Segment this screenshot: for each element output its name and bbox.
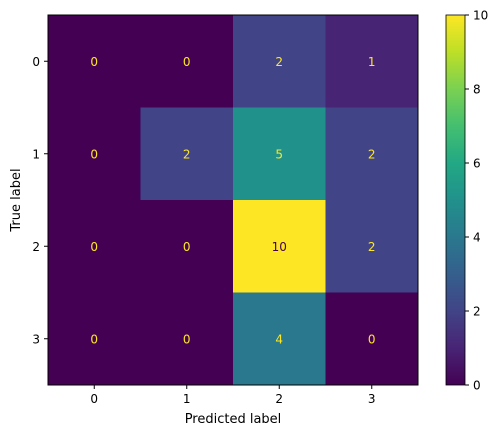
colorbar-tick-label: 2 — [473, 305, 481, 319]
heatmap-cell — [48, 15, 141, 108]
cell-value-label: 5 — [275, 147, 283, 161]
colorbar — [445, 14, 466, 386]
heatmap-cell — [325, 200, 419, 293]
cell-value-label: 2 — [368, 240, 376, 254]
heatmap-cell — [233, 292, 326, 386]
cell-value-label: 2 — [275, 55, 283, 69]
heatmap-cell — [325, 15, 419, 108]
heatmap-cell — [325, 292, 419, 386]
cell-value-label: 0 — [183, 55, 191, 69]
cell-value-label: 1 — [368, 55, 376, 69]
colorbar-ticks: 0 2 4 6 8 10 — [465, 9, 488, 393]
cell-value-label: 0 — [90, 55, 98, 69]
y-axis-label: True label — [9, 168, 24, 232]
heatmap-cell — [233, 200, 326, 293]
heatmap-cell — [140, 292, 234, 386]
cell-value-label: 0 — [90, 240, 98, 254]
y-tick-label: 3 — [32, 332, 40, 346]
heatmap-cell — [140, 107, 234, 201]
cell-value-label: 0 — [183, 332, 191, 346]
cell-value-label: 0 — [368, 332, 376, 346]
cell-value-label: 0 — [90, 332, 98, 346]
y-tick-label: 0 — [32, 55, 40, 69]
y-axis-ticks: 0 1 2 3 — [32, 55, 48, 346]
heatmap-cell — [233, 107, 326, 201]
heatmap-cell — [140, 200, 234, 293]
x-axis-ticks: 0 1 2 3 — [90, 385, 376, 406]
cell-value-label: 0 — [183, 240, 191, 254]
x-tick-label: 2 — [275, 392, 283, 406]
plot-frame — [47, 14, 419, 386]
colorbar-tick-label: 6 — [473, 157, 481, 171]
cell-value-label: 4 — [275, 332, 283, 346]
heatmap-cell-labels: 0 0 2 10 2 5 20 0 10 20 0 4 0 — [90, 55, 375, 347]
x-tick-label: 3 — [368, 392, 376, 406]
heatmap-cell — [325, 107, 419, 201]
y-tick-label: 1 — [32, 147, 40, 161]
heatmap-cell — [48, 107, 141, 201]
y-tick-label: 2 — [32, 240, 40, 254]
colorbar-tick-label: 4 — [473, 231, 481, 245]
cell-value-label: 10 — [272, 240, 287, 254]
heatmap-cell — [48, 292, 141, 386]
x-tick-label: 1 — [183, 392, 191, 406]
colorbar-tick-label: 0 — [473, 379, 481, 393]
heatmap-cell — [233, 15, 326, 108]
heatmap-cells — [48, 15, 419, 386]
cell-value-label: 0 — [90, 147, 98, 161]
colorbar-tick-label: 8 — [473, 83, 481, 97]
heatmap-cell — [140, 15, 234, 108]
colorbar-tick-label: 10 — [473, 9, 488, 23]
heatmap-cell — [48, 200, 141, 293]
cell-value-label: 2 — [368, 147, 376, 161]
x-axis-label: Predicted label — [185, 412, 282, 427]
x-tick-label: 0 — [90, 392, 98, 406]
cell-value-label: 2 — [183, 147, 191, 161]
